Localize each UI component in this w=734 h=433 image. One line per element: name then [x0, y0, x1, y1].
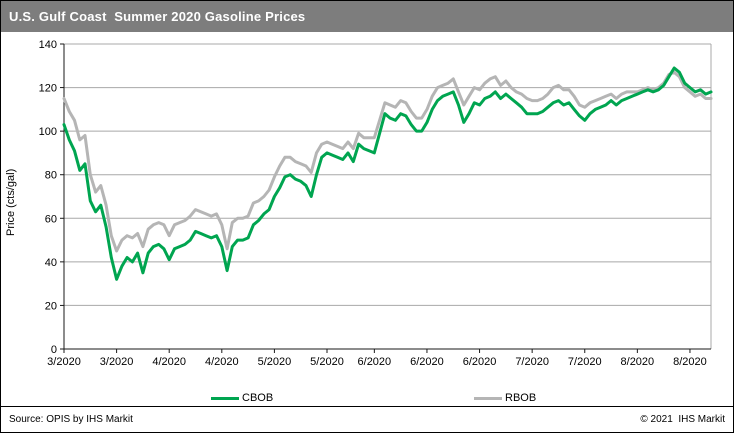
- svg-text:120: 120: [39, 83, 57, 95]
- svg-text:40: 40: [45, 257, 57, 269]
- svg-text:60: 60: [45, 213, 57, 225]
- cbob-line: [62, 66, 713, 281]
- copyright-note: © 2021 IHS Markit: [640, 413, 725, 425]
- legend-label-rbob: RBOB: [505, 392, 537, 404]
- svg-text:7/2020: 7/2020: [568, 356, 602, 368]
- price-chart: 0 20 40 60 80 100 120 140 3/2020 3/2020 4/2020 4/20…: [39, 39, 713, 368]
- cbob-line-swatch: [211, 396, 239, 400]
- svg-text:5/2020: 5/2020: [310, 356, 344, 368]
- svg-text:3/2020: 3/2020: [100, 356, 134, 368]
- svg-text:100: 100: [39, 126, 57, 138]
- svg-text:6/2020: 6/2020: [463, 356, 497, 368]
- svg-text:6/2020: 6/2020: [358, 356, 392, 368]
- rbob-line: [62, 70, 713, 253]
- legend-item-rbob: RBOB: [474, 392, 536, 404]
- footer-separator: [1, 406, 733, 407]
- chart-title-bar: U.S. Gulf Coast Summer 2020 Gasoline Pri…: [1, 1, 733, 32]
- svg-text:80: 80: [45, 170, 57, 182]
- source-note: Source: OPIS by IHS Markit: [9, 413, 133, 425]
- svg-text:4/2020: 4/2020: [205, 356, 239, 368]
- svg-text:140: 140: [39, 39, 57, 51]
- svg-text:4/2020: 4/2020: [152, 356, 186, 368]
- y-axis-title: Price (cts/gal): [5, 168, 17, 236]
- rbob-line-swatch: [474, 396, 502, 400]
- svg-text:8/2020: 8/2020: [621, 356, 655, 368]
- footer: Source: OPIS by IHS Markit © 2021 IHS Ma…: [1, 407, 733, 431]
- svg-text:20: 20: [45, 300, 57, 312]
- chart-title: U.S. Gulf Coast Summer 2020 Gasoline Pri…: [9, 9, 306, 24]
- svg-text:8/2020: 8/2020: [673, 356, 707, 368]
- legend-item-cbob: CBOB: [211, 392, 273, 404]
- chart-area: 0 20 40 60 80 100 120 140 3/2020 3/2020 4/2020 4/20…: [1, 32, 733, 406]
- legend-label-cbob: CBOB: [242, 392, 274, 404]
- svg-text:6/2020: 6/2020: [410, 356, 444, 368]
- svg-text:3/2020: 3/2020: [47, 356, 81, 368]
- svg-text:5/2020: 5/2020: [258, 356, 292, 368]
- svg-text:7/2020: 7/2020: [515, 356, 549, 368]
- svg-text:0: 0: [51, 344, 57, 356]
